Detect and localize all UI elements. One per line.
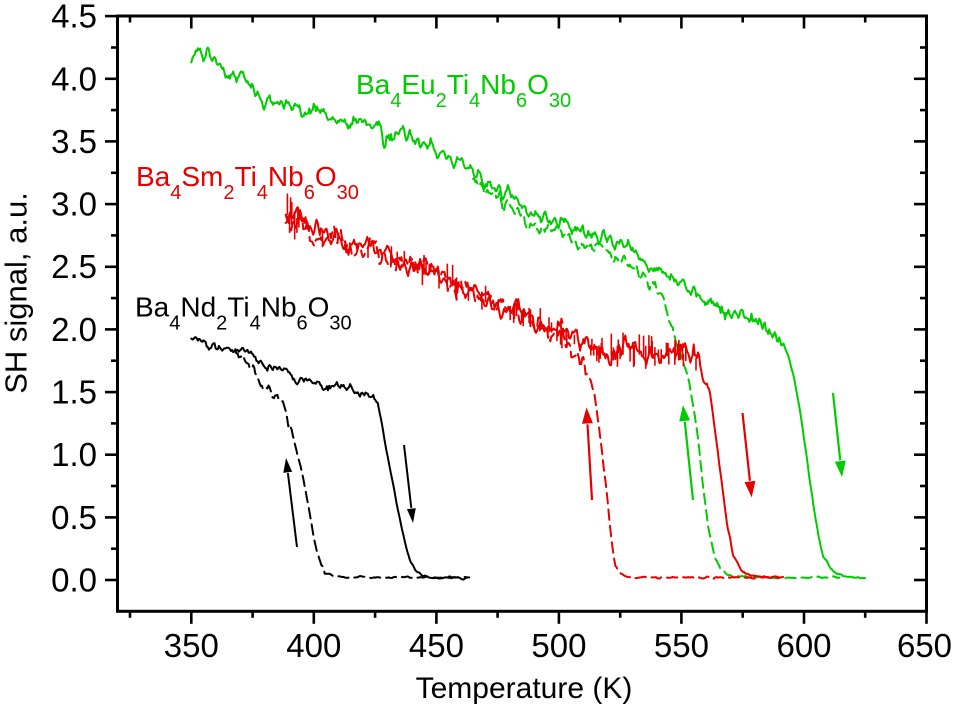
svg-text:350: 350 (164, 627, 219, 664)
svg-text:400: 400 (286, 627, 341, 664)
svg-text:Temperature (K): Temperature (K) (416, 672, 633, 705)
svg-text:4.5: 4.5 (51, 0, 97, 35)
svg-text:600: 600 (776, 627, 831, 664)
svg-text:0.5: 0.5 (51, 499, 97, 536)
svg-text:0.0: 0.0 (51, 562, 97, 599)
svg-text:4.0: 4.0 (51, 60, 97, 97)
svg-text:2.0: 2.0 (51, 311, 97, 348)
svg-text:550: 550 (654, 627, 709, 664)
svg-text:3.5: 3.5 (51, 123, 97, 160)
svg-text:3.0: 3.0 (51, 186, 97, 223)
svg-text:650: 650 (897, 627, 952, 664)
svg-text:450: 450 (409, 627, 464, 664)
svg-text:1.0: 1.0 (51, 436, 97, 473)
svg-text:2.5: 2.5 (51, 248, 97, 285)
svg-text:1.5: 1.5 (51, 374, 97, 411)
svg-text:SH signal, a.u.: SH signal, a.u. (0, 192, 34, 394)
svg-text:500: 500 (531, 627, 586, 664)
